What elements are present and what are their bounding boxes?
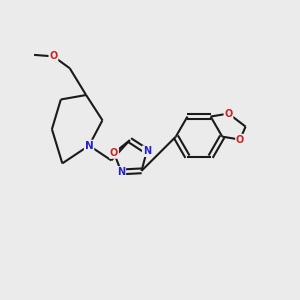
Text: O: O bbox=[49, 51, 58, 62]
Text: N: N bbox=[85, 140, 93, 151]
Text: N: N bbox=[143, 146, 151, 156]
Text: O: O bbox=[224, 109, 232, 118]
Text: N: N bbox=[117, 167, 125, 177]
Text: O: O bbox=[236, 135, 244, 145]
Text: O: O bbox=[110, 148, 118, 158]
